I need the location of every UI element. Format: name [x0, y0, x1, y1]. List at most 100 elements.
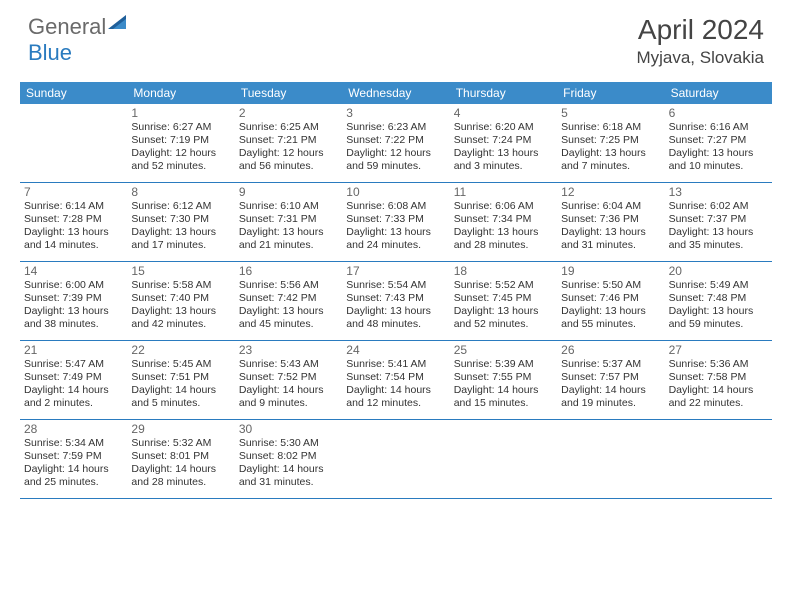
- weekday-header: Wednesday: [342, 82, 449, 104]
- daylight-line: Daylight: 13 hours and 14 minutes.: [24, 226, 123, 252]
- day-cell: 27Sunrise: 5:36 AMSunset: 7:58 PMDayligh…: [665, 341, 772, 419]
- sunset-line: Sunset: 7:49 PM: [24, 371, 123, 384]
- sunrise-line: Sunrise: 6:18 AM: [561, 121, 660, 134]
- day-cell: 13Sunrise: 6:02 AMSunset: 7:37 PMDayligh…: [665, 183, 772, 261]
- weekday-header: Friday: [557, 82, 664, 104]
- day-number: 30: [239, 422, 338, 437]
- sunrise-line: Sunrise: 6:10 AM: [239, 200, 338, 213]
- sunset-line: Sunset: 7:31 PM: [239, 213, 338, 226]
- sunrise-line: Sunrise: 6:06 AM: [454, 200, 553, 213]
- sunset-line: Sunset: 7:36 PM: [561, 213, 660, 226]
- day-cell: 6Sunrise: 6:16 AMSunset: 7:27 PMDaylight…: [665, 104, 772, 182]
- day-number: 5: [561, 106, 660, 121]
- sunset-line: Sunset: 7:43 PM: [346, 292, 445, 305]
- daylight-line: Daylight: 13 hours and 7 minutes.: [561, 147, 660, 173]
- day-number: 2: [239, 106, 338, 121]
- day-number: 21: [24, 343, 123, 358]
- daylight-line: Daylight: 13 hours and 45 minutes.: [239, 305, 338, 331]
- sunset-line: Sunset: 7:22 PM: [346, 134, 445, 147]
- location: Myjava, Slovakia: [636, 48, 764, 68]
- day-number: 23: [239, 343, 338, 358]
- sunset-line: Sunset: 7:39 PM: [24, 292, 123, 305]
- day-cell: 9Sunrise: 6:10 AMSunset: 7:31 PMDaylight…: [235, 183, 342, 261]
- sunrise-line: Sunrise: 5:32 AM: [131, 437, 230, 450]
- sunrise-line: Sunrise: 6:14 AM: [24, 200, 123, 213]
- sunrise-line: Sunrise: 5:47 AM: [24, 358, 123, 371]
- sunset-line: Sunset: 7:19 PM: [131, 134, 230, 147]
- day-cell: 20Sunrise: 5:49 AMSunset: 7:48 PMDayligh…: [665, 262, 772, 340]
- daylight-line: Daylight: 14 hours and 25 minutes.: [24, 463, 123, 489]
- sunset-line: Sunset: 7:34 PM: [454, 213, 553, 226]
- sunrise-line: Sunrise: 6:02 AM: [669, 200, 768, 213]
- day-cell: 29Sunrise: 5:32 AMSunset: 8:01 PMDayligh…: [127, 420, 234, 498]
- day-cell: [342, 420, 449, 498]
- daylight-line: Daylight: 13 hours and 55 minutes.: [561, 305, 660, 331]
- weekday-header: Thursday: [450, 82, 557, 104]
- week-row: 28Sunrise: 5:34 AMSunset: 7:59 PMDayligh…: [20, 420, 772, 499]
- daylight-line: Daylight: 14 hours and 15 minutes.: [454, 384, 553, 410]
- logo-text-blue: Blue: [28, 40, 72, 65]
- day-number: 4: [454, 106, 553, 121]
- week-row: 1Sunrise: 6:27 AMSunset: 7:19 PMDaylight…: [20, 104, 772, 183]
- day-cell: 12Sunrise: 6:04 AMSunset: 7:36 PMDayligh…: [557, 183, 664, 261]
- week-row: 7Sunrise: 6:14 AMSunset: 7:28 PMDaylight…: [20, 183, 772, 262]
- sunrise-line: Sunrise: 6:20 AM: [454, 121, 553, 134]
- week-row: 21Sunrise: 5:47 AMSunset: 7:49 PMDayligh…: [20, 341, 772, 420]
- day-cell: 7Sunrise: 6:14 AMSunset: 7:28 PMDaylight…: [20, 183, 127, 261]
- day-number: 13: [669, 185, 768, 200]
- day-cell: 19Sunrise: 5:50 AMSunset: 7:46 PMDayligh…: [557, 262, 664, 340]
- day-number: 28: [24, 422, 123, 437]
- daylight-line: Daylight: 13 hours and 17 minutes.: [131, 226, 230, 252]
- day-number: 25: [454, 343, 553, 358]
- sunset-line: Sunset: 7:54 PM: [346, 371, 445, 384]
- daylight-line: Daylight: 14 hours and 22 minutes.: [669, 384, 768, 410]
- daylight-line: Daylight: 13 hours and 38 minutes.: [24, 305, 123, 331]
- day-number: 12: [561, 185, 660, 200]
- sunrise-line: Sunrise: 5:37 AM: [561, 358, 660, 371]
- day-number: 11: [454, 185, 553, 200]
- logo-text-general: General: [28, 14, 106, 40]
- day-number: 7: [24, 185, 123, 200]
- weekday-header: Sunday: [20, 82, 127, 104]
- daylight-line: Daylight: 13 hours and 35 minutes.: [669, 226, 768, 252]
- day-cell: 23Sunrise: 5:43 AMSunset: 7:52 PMDayligh…: [235, 341, 342, 419]
- day-number: 9: [239, 185, 338, 200]
- day-cell: 5Sunrise: 6:18 AMSunset: 7:25 PMDaylight…: [557, 104, 664, 182]
- daylight-line: Daylight: 13 hours and 48 minutes.: [346, 305, 445, 331]
- daylight-line: Daylight: 14 hours and 2 minutes.: [24, 384, 123, 410]
- sunset-line: Sunset: 7:51 PM: [131, 371, 230, 384]
- daylight-line: Daylight: 13 hours and 31 minutes.: [561, 226, 660, 252]
- month-title: April 2024: [636, 14, 764, 46]
- sunset-line: Sunset: 7:21 PM: [239, 134, 338, 147]
- day-number: 8: [131, 185, 230, 200]
- day-number: 14: [24, 264, 123, 279]
- day-number: 16: [239, 264, 338, 279]
- day-cell: 25Sunrise: 5:39 AMSunset: 7:55 PMDayligh…: [450, 341, 557, 419]
- week-row: 14Sunrise: 6:00 AMSunset: 7:39 PMDayligh…: [20, 262, 772, 341]
- day-number: 6: [669, 106, 768, 121]
- day-cell: [450, 420, 557, 498]
- sunset-line: Sunset: 7:42 PM: [239, 292, 338, 305]
- sunrise-line: Sunrise: 6:23 AM: [346, 121, 445, 134]
- sunrise-line: Sunrise: 5:43 AM: [239, 358, 338, 371]
- day-number: 26: [561, 343, 660, 358]
- sunset-line: Sunset: 7:57 PM: [561, 371, 660, 384]
- sunset-line: Sunset: 7:25 PM: [561, 134, 660, 147]
- weeks-container: 1Sunrise: 6:27 AMSunset: 7:19 PMDaylight…: [20, 104, 772, 499]
- day-number: 24: [346, 343, 445, 358]
- day-cell: [20, 104, 127, 182]
- sunset-line: Sunset: 7:37 PM: [669, 213, 768, 226]
- daylight-line: Daylight: 14 hours and 5 minutes.: [131, 384, 230, 410]
- sunrise-line: Sunrise: 5:45 AM: [131, 358, 230, 371]
- sunset-line: Sunset: 7:33 PM: [346, 213, 445, 226]
- sunrise-line: Sunrise: 5:34 AM: [24, 437, 123, 450]
- daylight-line: Daylight: 13 hours and 10 minutes.: [669, 147, 768, 173]
- day-number: 20: [669, 264, 768, 279]
- logo: General: [28, 14, 132, 40]
- daylight-line: Daylight: 13 hours and 21 minutes.: [239, 226, 338, 252]
- sunrise-line: Sunrise: 5:30 AM: [239, 437, 338, 450]
- weekday-header: Saturday: [665, 82, 772, 104]
- title-block: April 2024 Myjava, Slovakia: [636, 14, 764, 68]
- sunset-line: Sunset: 8:01 PM: [131, 450, 230, 463]
- daylight-line: Daylight: 13 hours and 52 minutes.: [454, 305, 553, 331]
